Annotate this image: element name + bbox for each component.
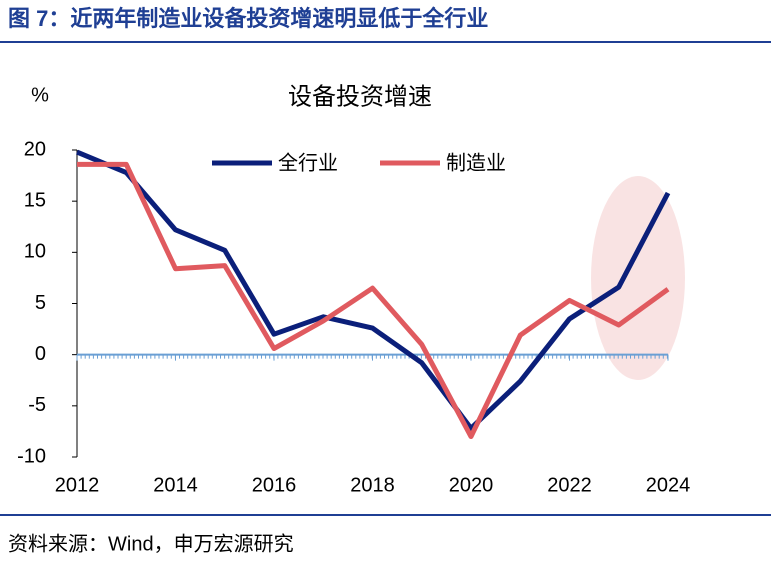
x-tick-label: 2016 — [252, 474, 297, 496]
legend-label: 全行业 — [278, 151, 338, 174]
legend-label: 制造业 — [446, 151, 506, 174]
x-tick-label: 2020 — [449, 474, 494, 496]
y-tick-label: 20 — [24, 138, 46, 160]
x-tick-label: 2012 — [55, 474, 100, 496]
source: 资料来源：Wind，申万宏源研究 — [8, 532, 294, 555]
chart-title: 设备投资增速 — [288, 83, 432, 110]
header-title: 图 7：近两年制造业设备投资增速明显低于全行业 — [8, 6, 488, 31]
y-label: % — [31, 84, 49, 106]
x-tick-label: 2022 — [547, 474, 592, 496]
y-tick-label: 10 — [24, 241, 46, 263]
highlight — [591, 176, 685, 380]
line-series — [76, 149, 671, 431]
y-tick-label: 0 — [35, 343, 46, 365]
y-tick-label: 15 — [24, 189, 46, 211]
y-tick-label: -5 — [28, 394, 46, 416]
x-tick-label: 2014 — [153, 474, 198, 496]
x-tick-label: 2024 — [646, 474, 691, 496]
y-tick-label: 5 — [35, 292, 46, 314]
x-tick-label: 2018 — [350, 474, 395, 496]
line-series — [77, 161, 670, 440]
y-tick-label: -10 — [17, 445, 46, 467]
